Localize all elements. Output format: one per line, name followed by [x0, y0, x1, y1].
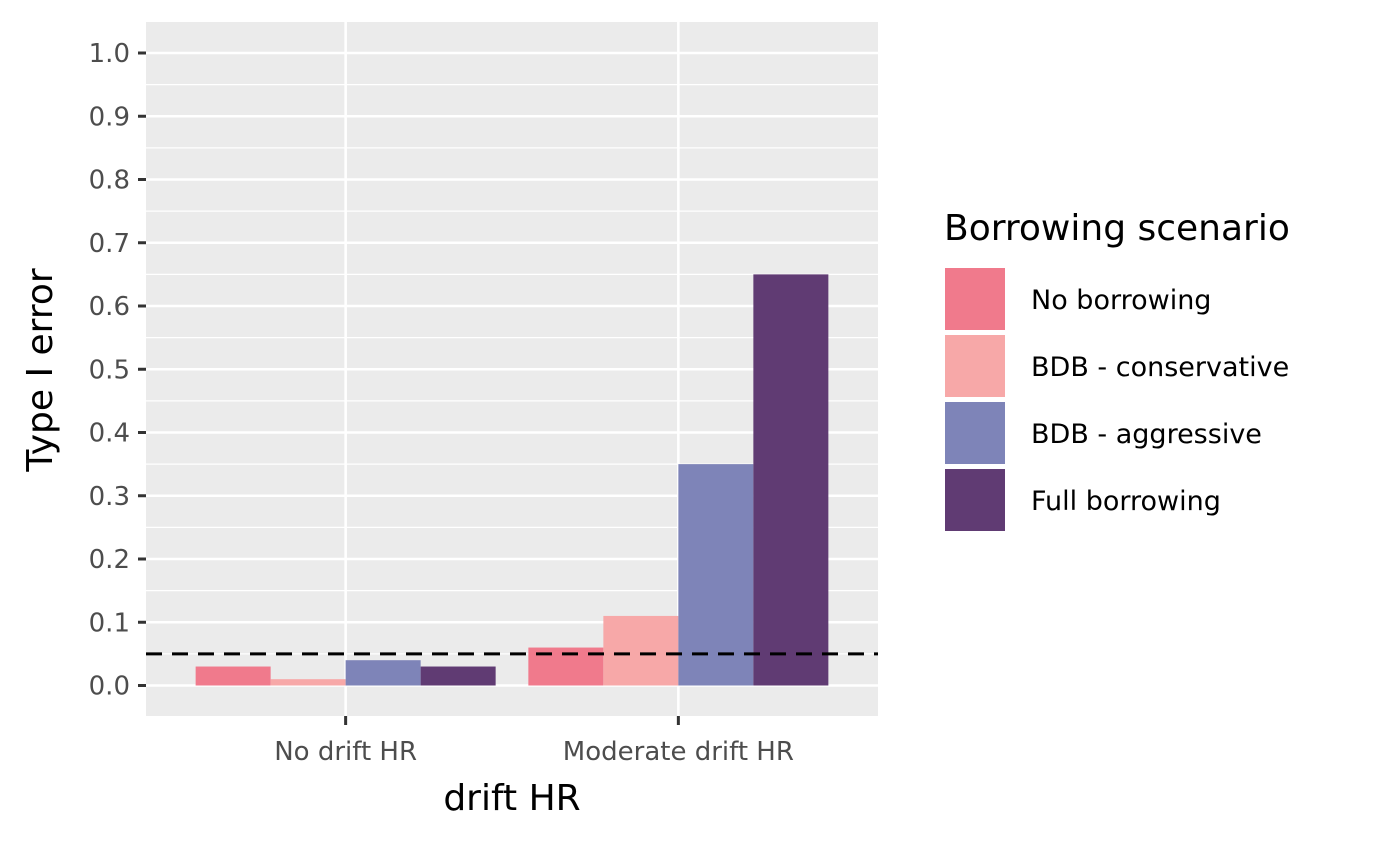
y-tick-label: 0.0: [89, 672, 130, 702]
bar-bdb-aggressive-0: [345, 660, 421, 686]
bar-no-borrowing-0: [195, 666, 271, 686]
y-axis: 0.0 0.1 0.2 0.3 0.4 0.5 0.6 0.7 0.8 0.9 1.0: [89, 39, 146, 702]
bar-full-borrowing-0: [420, 666, 496, 686]
x-axis: No drift HR Moderate drift HR: [274, 716, 794, 767]
bar-bdb-aggressive-1: [678, 464, 754, 686]
legend-label: BDB - conservative: [1031, 352, 1289, 383]
legend-label: Full borrowing: [1031, 486, 1221, 517]
bar-bdb-conservative-0: [270, 679, 346, 686]
y-tick-label: 0.1: [89, 608, 130, 638]
bar-bdb-conservative-1: [603, 615, 679, 686]
y-axis-title: Type I error: [20, 268, 61, 473]
y-tick-label: 0.2: [89, 545, 130, 575]
x-tick-label: No drift HR: [274, 737, 417, 767]
y-tick-label: 0.4: [89, 419, 130, 449]
y-tick-label: 0.6: [89, 292, 130, 322]
legend-key-bdb-aggressive: [943, 400, 1007, 466]
y-tick-label: 0.5: [89, 355, 130, 385]
x-tick-label: Moderate drift HR: [563, 737, 794, 767]
legend-title: Borrowing scenario: [944, 208, 1290, 249]
legend-key-full-borrowing: [943, 467, 1007, 533]
y-tick-label: 0.3: [89, 482, 130, 512]
legend-key-bdb-conservative: [943, 333, 1007, 399]
legend: Borrowing scenario No borrowing BDB - con…: [943, 208, 1290, 533]
y-tick-label: 0.8: [89, 166, 130, 196]
y-tick-label: 1.0: [89, 39, 130, 69]
bars-group: [195, 274, 829, 686]
legend-label: No borrowing: [1031, 285, 1211, 316]
bar-full-borrowing-1: [753, 274, 829, 686]
x-axis-title: drift HR: [443, 778, 580, 819]
legend-label: BDB - aggressive: [1031, 419, 1262, 450]
y-tick-label: 0.7: [89, 229, 130, 259]
y-tick-label: 0.9: [89, 102, 130, 132]
legend-key-no-borrowing: [943, 266, 1007, 332]
